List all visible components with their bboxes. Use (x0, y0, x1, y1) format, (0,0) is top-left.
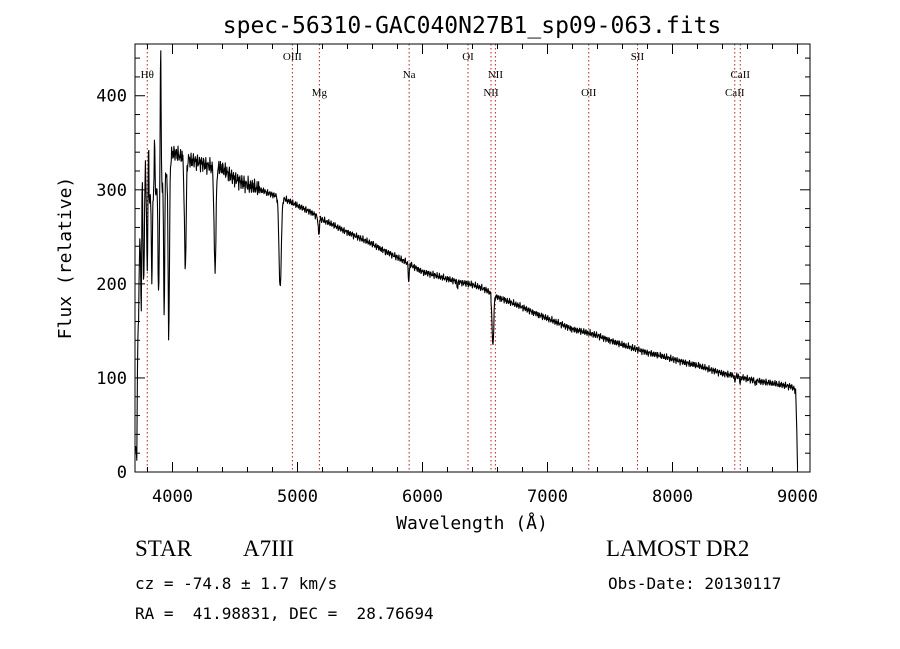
spectral-line-label: OII (581, 87, 597, 99)
observation-date: Obs-Date: 20130117 (608, 574, 782, 593)
x-tick-label: 6000 (402, 487, 443, 507)
spectral-line-label: CaII (730, 69, 750, 81)
object-subclass: A7III (243, 536, 295, 561)
x-axis-label: Wavelength (Å) (396, 512, 548, 534)
spectral-line-label: CaII (725, 87, 745, 99)
y-tick-label: 0 (117, 463, 127, 483)
object-class: STAR (135, 536, 192, 561)
spectral-line-label: NII (488, 69, 504, 81)
y-tick-label: 400 (96, 87, 127, 107)
x-tick-label: 9000 (777, 487, 818, 507)
spectral-line-label: Hθ (141, 69, 154, 81)
spectral-line-label: OI (462, 51, 474, 63)
spectral-line-label: Mg (312, 87, 328, 99)
y-axis-label: Flux (relative) (55, 177, 76, 340)
ra-dec-coordinates: RA = 41.98831, DEC = 28.76694 (135, 604, 434, 623)
axes: 4000 5000 6000 7000 8000 9000 0 100 200 300 400 (96, 44, 818, 507)
x-tick-label: 5000 (277, 487, 318, 507)
y-tick-label: 100 (96, 369, 127, 389)
spectral-line-label: OIII (283, 51, 302, 63)
spectral-line-label: Na (403, 69, 416, 81)
y-tick-label: 200 (96, 275, 127, 295)
x-tick-label: 8000 (652, 487, 693, 507)
spectral-line-label: NII (483, 87, 499, 99)
spectral-line-markers: Hθ OIII Mg Na OI NII NII OII SII CaII CaII (141, 44, 750, 472)
x-tick-label: 4000 (152, 487, 193, 507)
chart-title: spec-56310-GAC040N27B1_sp09-063.fits (223, 13, 722, 39)
y-tick-label: 300 (96, 181, 127, 201)
redshift-velocity: cz = -74.8 ± 1.7 km/s (135, 574, 338, 593)
survey-name: LAMOST DR2 (606, 536, 750, 561)
spectrum-line (135, 50, 799, 467)
plot-frame (134, 43, 811, 473)
x-tick-label: 7000 (527, 487, 568, 507)
spectral-line-label: SII (631, 51, 645, 63)
